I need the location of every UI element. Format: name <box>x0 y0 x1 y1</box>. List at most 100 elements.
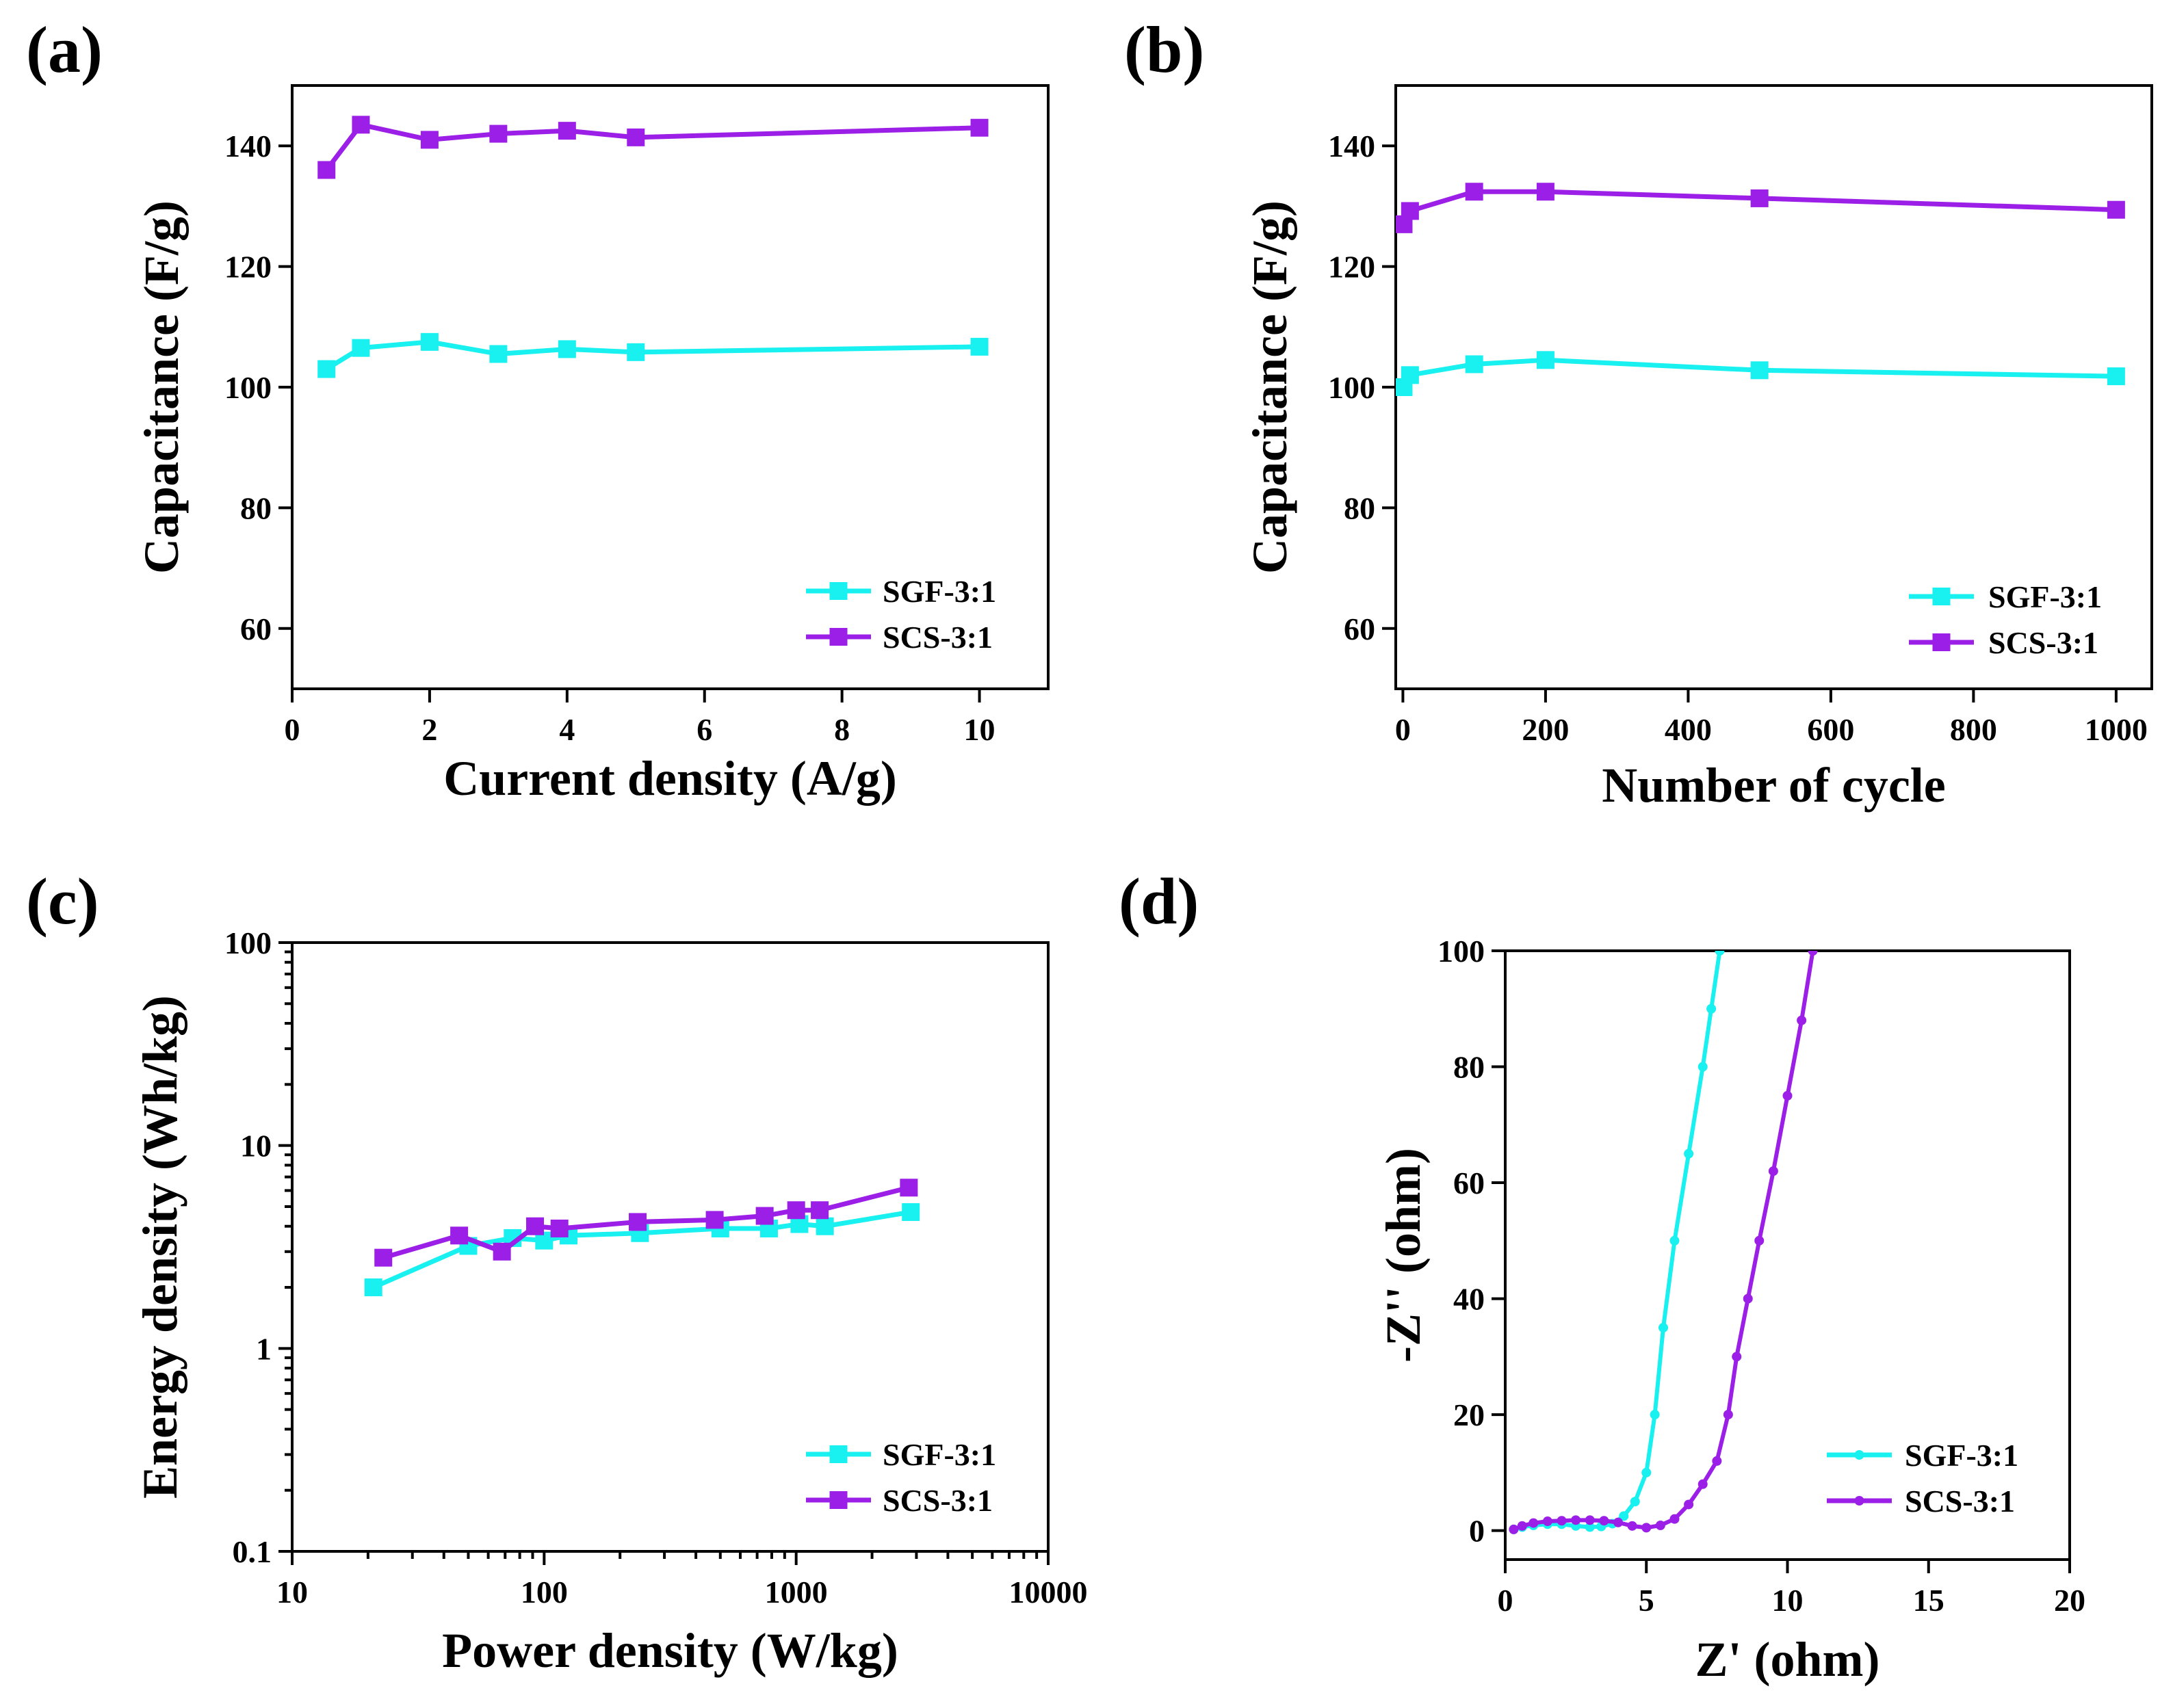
panel-b-legend-label-scs-3-1: SCS-3:1 <box>1988 625 2098 660</box>
panel-d-data-point-sgf-3-1 <box>1669 1235 1680 1246</box>
panel-b-data-point-scs-3-1 <box>1401 202 1419 220</box>
panel-d-data-point-sgf-3-1 <box>1650 1410 1660 1420</box>
panel-a-data-point-scs-3-1 <box>489 124 508 143</box>
panel-a-legend-label-sgf-3-1: SGF-3:1 <box>883 574 996 609</box>
panel-b: (b) 0 200 400 600 800 1000 60 80 100 120 140 Number … <box>1124 13 2153 813</box>
panel-a-x-tick-label: 0 <box>285 712 300 747</box>
panel-d-data-point-scs-3-1 <box>1509 1524 1519 1534</box>
panel-b-data-point-sgf-3-1 <box>1750 361 1769 380</box>
panel-a-x-tick-label: 4 <box>559 712 575 747</box>
panel-c-data-point-scs-3-1 <box>755 1207 774 1225</box>
panel-b-data-point-sgf-3-1 <box>1465 355 1483 373</box>
panel-d-data-point-scs-3-1 <box>1557 1516 1567 1526</box>
panel-d-data-point-scs-3-1 <box>1697 1479 1708 1489</box>
panel-a-label: (a) <box>26 13 103 86</box>
panel-d-y-tick-label: 20 <box>1453 1397 1485 1432</box>
panel-c-x-tick-label: 100 <box>521 1575 568 1610</box>
panel-d-x-tick-label: 20 <box>2054 1583 2085 1618</box>
panel-d: (d) 0 5 10 15 20 0 20 40 60 80 100 Z' (ohm) -Z'' (ohm… <box>1119 865 2085 1687</box>
panel-d-data-point-scs-3-1 <box>1669 1514 1680 1524</box>
panel-d-data-point-scs-3-1 <box>1641 1523 1652 1533</box>
panel-a-data-point-scs-3-1 <box>970 118 989 137</box>
panel-c-y-tick-label: 100 <box>224 925 272 960</box>
panel-d-data-point-scs-3-1 <box>1743 1293 1753 1304</box>
panel-d-x-tick-label: 10 <box>1772 1583 1804 1618</box>
panel-a-data-point-sgf-3-1 <box>489 345 508 363</box>
panel-d-data-point-sgf-3-1 <box>1715 951 1725 956</box>
panel-b-y-tick-label: 140 <box>1328 129 1375 163</box>
panel-a-y-tick-label: 80 <box>240 490 272 525</box>
panel-c-legend-label-scs-3-1: SCS-3:1 <box>883 1483 993 1518</box>
panel-d-data-point-scs-3-1 <box>1684 1499 1694 1510</box>
panel-a: (a) 0 2 4 6 8 10 60 80 100 120 140 Current density (… <box>26 13 1050 806</box>
panel-d-data-point-scs-3-1 <box>1655 1520 1665 1530</box>
panel-b-y-tick-label: 80 <box>1344 490 1375 525</box>
panel-a-x-tick-label: 10 <box>964 712 996 747</box>
panel-a-data-point-sgf-3-1 <box>317 360 336 378</box>
panel-a-x-tick-label: 8 <box>834 712 850 747</box>
panel-d-x-tick-label: 15 <box>1913 1583 1944 1618</box>
panel-d-data-point-scs-3-1 <box>1517 1521 1527 1531</box>
panel-d-series-line-sgf-3-1 <box>1513 951 1722 1532</box>
panel-d-data-point-sgf-3-1 <box>1585 1522 1595 1532</box>
panel-d-data-point-sgf-3-1 <box>1658 1322 1668 1332</box>
panel-b-data-point-sgf-3-1 <box>2107 367 2125 386</box>
panel-b-y-tick-label: 100 <box>1328 370 1375 405</box>
panel-a-x-tick-label: 2 <box>421 712 437 747</box>
panel-a-y-tick-label: 100 <box>224 370 272 405</box>
panel-d-y-tick-label: 40 <box>1453 1282 1485 1317</box>
panel-d-data-point-scs-3-1 <box>1712 1456 1722 1466</box>
panel-c-data-point-scs-3-1 <box>900 1179 918 1197</box>
panel-d-legend-label-sgf-3-1: SGF-3:1 <box>1905 1438 2018 1473</box>
panel-d-legend-label-scs-3-1: SCS-3:1 <box>1905 1484 2015 1519</box>
panel-a-data-point-scs-3-1 <box>420 131 439 149</box>
panel-d-plot-area <box>1509 951 1818 1534</box>
panel-c-x-tick-label: 10000 <box>1009 1575 1088 1610</box>
panel-d-data-point-sgf-3-1 <box>1641 1467 1652 1477</box>
panel-d-x-tick-label: 5 <box>1639 1583 1654 1618</box>
panel-a-y-tick-label: 120 <box>224 250 272 285</box>
panel-a-data-point-sgf-3-1 <box>627 343 645 361</box>
panel-c-y-tick-label: 1 <box>256 1331 272 1366</box>
panel-d-data-point-sgf-3-1 <box>1684 1148 1694 1159</box>
panel-d-data-point-scs-3-1 <box>1782 1090 1793 1101</box>
panel-c-data-point-sgf-3-1 <box>902 1203 920 1221</box>
panel-a-data-point-scs-3-1 <box>558 122 576 140</box>
panel-c-data-point-sgf-3-1 <box>816 1217 834 1235</box>
panel-b-legend-marker-scs-3-1 <box>1932 633 1951 651</box>
panel-d-y-tick-label: 80 <box>1453 1050 1485 1085</box>
panel-b-x-tick-label: 400 <box>1665 712 1712 747</box>
panel-c-data-point-scs-3-1 <box>450 1226 469 1245</box>
panel-c-data-point-scs-3-1 <box>550 1219 569 1237</box>
panel-b-y-tick-label: 120 <box>1328 250 1375 285</box>
panel-c-plot-frame <box>291 941 1050 1553</box>
panel-b-data-point-sgf-3-1 <box>1401 366 1419 384</box>
panel-b-legend-marker-sgf-3-1 <box>1932 588 1951 605</box>
panel-c-y-tick-label: 10 <box>240 1129 272 1164</box>
panel-d-legend-marker-scs-3-1 <box>1854 1496 1864 1506</box>
panel-c-y-axis-title: Energy density (Wh/kg) <box>133 995 187 1499</box>
panel-d-y-tick-label: 60 <box>1453 1166 1485 1200</box>
panel-b-x-axis-title: Number of cycle <box>1602 758 1946 813</box>
panel-c-data-point-scs-3-1 <box>811 1201 829 1220</box>
panel-a-x-tick-label: 6 <box>697 712 712 747</box>
panel-d-label: (d) <box>1119 865 1199 938</box>
panel-d-data-point-scs-3-1 <box>1797 1015 1807 1025</box>
panel-a-data-point-scs-3-1 <box>627 128 645 146</box>
panel-c-data-point-scs-3-1 <box>787 1201 805 1220</box>
panel-d-data-point-scs-3-1 <box>1585 1515 1595 1525</box>
panel-b-x-tick-label: 600 <box>1807 712 1854 747</box>
panel-b-data-point-scs-3-1 <box>1750 189 1769 207</box>
panel-b-x-tick-label: 1000 <box>2085 712 2148 747</box>
panel-b-plot-area <box>1396 183 2125 396</box>
panel-a-legend-label-scs-3-1: SCS-3:1 <box>883 620 993 655</box>
panel-d-data-point-scs-3-1 <box>1723 1410 1733 1420</box>
panel-c-data-point-scs-3-1 <box>629 1213 647 1231</box>
panel-a-x-axis-title: Current density (A/g) <box>443 751 897 806</box>
panel-c: (c) 10 100 1000 10000 0.1 1 10 100 Power density … <box>26 865 1088 1678</box>
panel-a-y-axis-title: Capacitance (F/g) <box>134 200 189 574</box>
panel-a-legend-marker-scs-3-1 <box>829 628 848 646</box>
panel-b-x-tick-label: 0 <box>1395 712 1411 747</box>
panel-b-x-tick-label: 800 <box>1950 712 1997 747</box>
